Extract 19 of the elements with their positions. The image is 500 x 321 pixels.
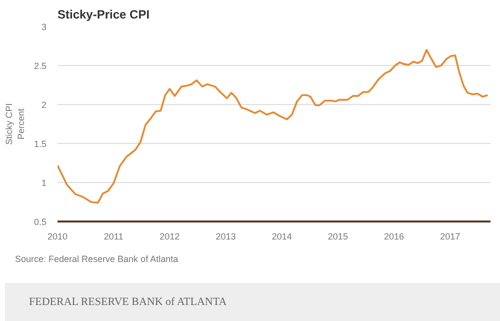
source-note: Source: Federal Reserve Bank of Atlanta — [15, 253, 178, 266]
y-tick-label: 2.5 — [34, 61, 47, 71]
y-tick-label: 2 — [41, 100, 47, 110]
x-tick-label: 2011 — [104, 232, 124, 242]
x-tick-label: 2014 — [272, 232, 292, 242]
y-tick-label: 1.5 — [34, 139, 47, 149]
x-tick-label: 2013 — [216, 232, 236, 242]
y-axis-title: Sticky CPI Percent — [4, 103, 26, 145]
x-tick-label: 2012 — [160, 232, 180, 242]
y-tick-label: 3 — [41, 22, 47, 32]
x-tick-label: 2015 — [328, 232, 348, 242]
text: FEDERAL RESERVE BANK of ATLANTA — [29, 295, 227, 310]
y-tick-label: 1 — [41, 178, 47, 188]
chart-title: Sticky-Price CPI — [58, 8, 150, 22]
y-tick-label: 0.5 — [34, 217, 47, 227]
x-tick-label: 2017 — [440, 232, 460, 242]
line-series — [58, 49, 489, 204]
x-tick-label: 2010 — [47, 232, 68, 242]
x-tick-label: 2016 — [384, 232, 404, 242]
